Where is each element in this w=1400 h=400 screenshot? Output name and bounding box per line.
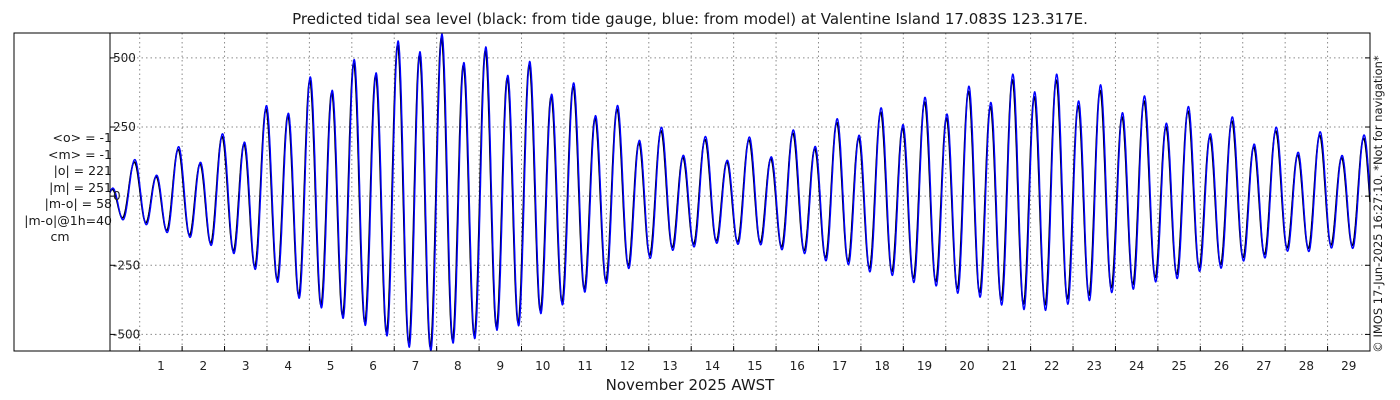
x-tick-label: 7 [412, 359, 420, 373]
stat-mean-observed: <o> = -1 [52, 130, 112, 145]
series-line-from-model [109, 33, 1371, 351]
x-tick-label: 10 [535, 359, 550, 373]
x-tick-label: 17 [832, 359, 847, 373]
x-tick-label: 21 [1002, 359, 1017, 373]
x-tick-label: 19 [917, 359, 932, 373]
y-tick-label: 0 [113, 189, 121, 203]
x-tick-label: 5 [327, 359, 335, 373]
x-tick-label: 18 [874, 359, 889, 373]
y-tick-label: 500 [113, 51, 136, 65]
chart-title: Predicted tidal sea level (black: from t… [292, 10, 1088, 28]
x-tick-label: 11 [578, 359, 593, 373]
x-tick-label: 8 [454, 359, 462, 373]
x-tick-label: 20 [959, 359, 974, 373]
stats-panel: <o> = -1 <m> = -1 |o| = 221 |m| = 251 |m… [8, 130, 112, 246]
x-tick-label: 24 [1129, 359, 1144, 373]
x-tick-label: 29 [1341, 359, 1356, 373]
stat-mean-model: <m> = -1 [47, 146, 112, 162]
stat-abs-diff-1h: |m-o|@1h=40 [24, 212, 112, 228]
stat-abs-model: |m| = 251 [49, 179, 112, 195]
series-layer [109, 33, 1371, 351]
series-line-from-tide-gauge [109, 36, 1371, 349]
x-tick-label: 27 [1256, 359, 1271, 373]
x-tick-label: 15 [747, 359, 762, 373]
credit-notice: © IMOS 17-Jun-2025 16:27:10. *Not for na… [1371, 55, 1385, 353]
x-tick-label: 14 [705, 359, 720, 373]
x-tick-label: 16 [790, 359, 805, 373]
x-tick-label: 2 [200, 359, 208, 373]
x-axis-label: November 2025 AWST [605, 376, 775, 394]
x-tick-label: 26 [1214, 359, 1229, 373]
y-tick-label: 250 [113, 120, 136, 134]
x-tick-label: 9 [496, 359, 504, 373]
y-tick-label: -500 [113, 327, 140, 341]
x-tick-label: 23 [1087, 359, 1102, 373]
stat-abs-diff: |m-o| = 58 [44, 196, 112, 211]
grid-layer [110, 33, 1371, 351]
stat-abs-observed: |o| = 221 [53, 163, 112, 178]
x-tick-label: 25 [1171, 359, 1186, 373]
x-tick-label: 4 [284, 359, 292, 373]
y-tick-label: -250 [113, 258, 140, 272]
x-tick-label: 6 [369, 359, 377, 373]
x-tick-label: 12 [620, 359, 635, 373]
x-tick-label: 22 [1044, 359, 1059, 373]
x-tick-label: 13 [662, 359, 677, 373]
stat-unit: cm [50, 229, 70, 244]
x-tick-label: 1 [157, 359, 165, 373]
plot-frame [13, 32, 1371, 352]
x-tick-label: 3 [242, 359, 250, 373]
x-tick-label: 28 [1299, 359, 1314, 373]
